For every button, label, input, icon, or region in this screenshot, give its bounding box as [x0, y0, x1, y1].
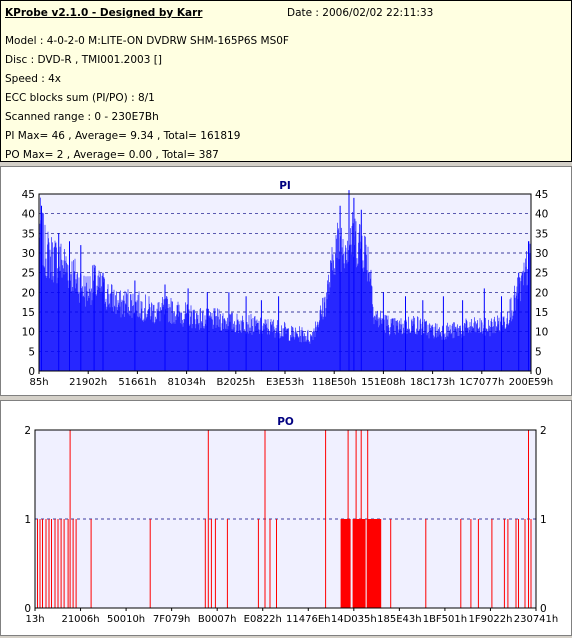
pi-xtick-label: 81034h — [168, 377, 206, 388]
info-panel: KProbe v2.1.0 - Designed by Karr Date : … — [0, 0, 572, 162]
po-ytick-right: 2 — [540, 425, 547, 437]
po-xtick-label: 185E43h — [377, 614, 421, 625]
pi-xtick-label: 151E08h — [361, 377, 405, 388]
po-ytick-left: 1 — [24, 514, 31, 526]
po-xtick-label: 1BF501h — [423, 614, 467, 625]
app-title: KProbe v2.1.0 - Designed by Karr — [5, 7, 203, 19]
pi-ytick-right: 20 — [535, 287, 548, 299]
po-axis-frame — [34, 429, 537, 609]
pi-ytick-right: 45 — [535, 189, 548, 201]
disc-type: Disc : DVD-R , TMI001.2003 [] — [5, 54, 162, 66]
po-plot-area — [35, 430, 536, 608]
pi-ytick-right: 35 — [535, 228, 548, 240]
po-xtick-label: B0007h — [198, 614, 237, 625]
pi-ytick-right: 25 — [535, 268, 548, 280]
pi-ytick-left: 10 — [22, 327, 35, 339]
pi-panel: 0 0 5 5 10 10 15 15 20 20 25 25 30 30 35 35 40 40 45 45 PI 85… — [0, 166, 572, 396]
po-bar-cluster — [352, 519, 366, 608]
po-ytick-left: 2 — [24, 425, 31, 437]
pi-ytick-left: 15 — [22, 307, 35, 319]
po-chart: 0 0 1 1 2 2 PO 13h 21006h 50010h 7F079h B0007h E0822… — [24, 416, 559, 625]
pi-ytick-right: 5 — [535, 346, 542, 358]
pi-ytick-left: 35 — [22, 228, 35, 240]
po-ytick-right: 0 — [540, 603, 547, 615]
pi-ytick-left: 0 — [28, 366, 35, 378]
pi-xtick-label: E3E53h — [266, 377, 304, 388]
po-chart-title: PO — [277, 416, 294, 428]
pi-ytick-right: 30 — [535, 248, 548, 260]
pi-xtick-label: 85h — [29, 377, 48, 388]
po-panel: 0 0 1 1 2 2 PO 13h 21006h 50010h 7F079h B0007h E0822… — [0, 400, 572, 636]
scanned-range: Scanned range : 0 - 230E7Bh — [5, 111, 159, 123]
pi-xtick-label: B2025h — [216, 377, 255, 388]
po-series — [37, 430, 532, 608]
po-bar-cluster — [340, 519, 351, 608]
po-xtick-label: 11476Eh — [286, 614, 330, 625]
pi-chart-title: PI — [279, 180, 291, 192]
po-xtick-label: 21006h — [61, 614, 99, 625]
pi-ytick-right: 10 — [535, 327, 548, 339]
pi-ytick-right: 15 — [535, 307, 548, 319]
po-xtick-label: 230741h — [514, 614, 559, 625]
pi-series — [38, 190, 531, 371]
pi-ytick-left: 20 — [22, 287, 35, 299]
po-xtick-label: E0822h — [244, 614, 282, 625]
pi-ytick-right: 40 — [535, 209, 548, 221]
pi-xtick-label: 200E59h — [509, 377, 553, 388]
pi-ytick-left: 25 — [22, 268, 35, 280]
po-bar-cluster — [366, 519, 381, 608]
po-ytick-left: 0 — [24, 603, 31, 615]
pi-ytick-left: 30 — [22, 248, 35, 260]
ecc-blocks: ECC blocks sum (PI/PO) : 8/1 — [5, 92, 155, 104]
scan-date: Date : 2006/02/02 22:11:33 — [287, 7, 434, 19]
po-stats: PO Max= 2 , Average= 0.00 , Total= 387 — [5, 149, 219, 161]
po-xtick-label: 14D035h — [331, 614, 377, 625]
pi-ytick-left: 40 — [22, 209, 35, 221]
po-ytick-right: 1 — [540, 514, 547, 526]
po-xtick-label: 50010h — [107, 614, 145, 625]
pi-ytick-right: 0 — [535, 366, 542, 378]
drive-model: Model : 4-0-2-0 M:LITE-ON DVDRW SHM-165P… — [5, 35, 289, 47]
scan-speed: Speed : 4x — [5, 73, 62, 85]
po-xtick-label: 13h — [25, 614, 44, 625]
pi-xtick-label: 118E50h — [312, 377, 356, 388]
pi-chart: 0 0 5 5 10 10 15 15 20 20 25 25 30 30 35 35 40 40 45 45 PI 85… — [22, 180, 554, 388]
pi-xtick-label: 18C173h — [410, 377, 455, 388]
pi-xtick-label: 1C7077h — [459, 377, 504, 388]
pi-xtick-label: 51661h — [118, 377, 156, 388]
pi-axis-frame — [38, 193, 532, 372]
po-xtick-label: 1F9022h — [469, 614, 513, 625]
pi-xtick-label: 21902h — [69, 377, 107, 388]
po-xtick-label: 7F079h — [153, 614, 191, 625]
pi-ytick-left: 45 — [22, 189, 35, 201]
pi-stats: PI Max= 46 , Average= 9.34 , Total= 1618… — [5, 130, 241, 142]
pi-ytick-left: 5 — [28, 346, 35, 358]
